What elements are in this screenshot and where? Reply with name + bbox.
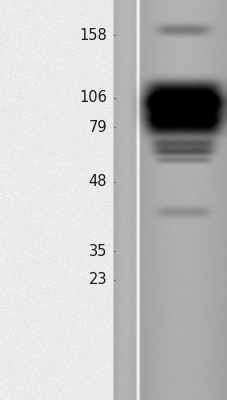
Text: 48: 48	[88, 174, 107, 190]
Text: 79: 79	[88, 120, 107, 135]
Text: 106: 106	[79, 90, 107, 106]
Text: 35: 35	[88, 244, 107, 259]
Text: 23: 23	[88, 272, 107, 288]
Text: 158: 158	[79, 28, 107, 43]
